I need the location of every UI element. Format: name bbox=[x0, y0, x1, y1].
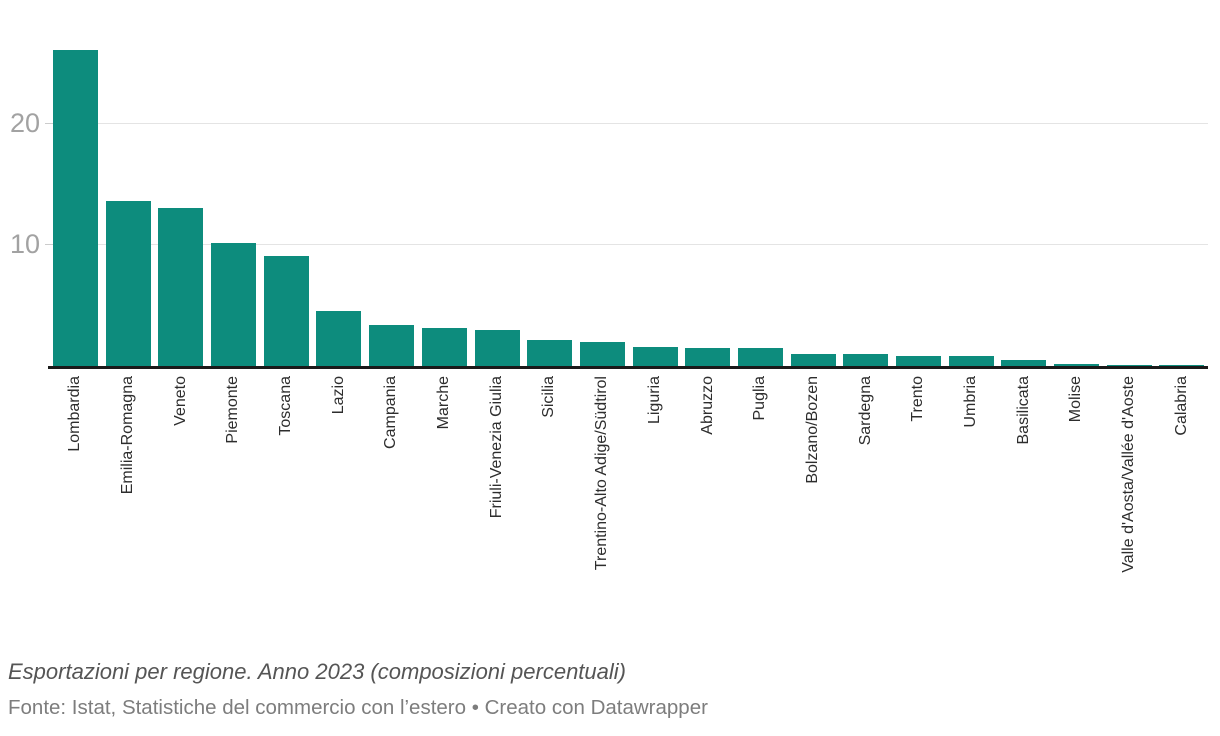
x-axis-label-cell: Campania bbox=[369, 376, 414, 573]
x-axis-line bbox=[48, 366, 1208, 369]
x-axis-label-cell: Emilia-Romagna bbox=[106, 376, 151, 573]
x-axis-label-cell: Molise bbox=[1054, 376, 1099, 573]
bar bbox=[263, 256, 309, 366]
x-axis-label-cell: Sicilia bbox=[527, 376, 572, 573]
bar bbox=[685, 347, 731, 366]
category-label: Sicilia bbox=[540, 376, 558, 418]
category-label: Trento bbox=[909, 376, 927, 422]
category-label: Emilia-Romagna bbox=[118, 376, 136, 495]
x-axis-label-cell: Calabria bbox=[1159, 376, 1204, 573]
bar bbox=[1159, 365, 1205, 366]
category-label: Sardegna bbox=[856, 376, 874, 446]
category-label: Toscana bbox=[277, 376, 295, 436]
category-label: Liguria bbox=[645, 376, 663, 425]
x-axis-label-cell: Trentino-Alto Adige/Südtirol bbox=[580, 376, 625, 573]
gridline bbox=[45, 122, 1208, 124]
bars-layer bbox=[53, 0, 1205, 366]
bar bbox=[1106, 364, 1152, 366]
category-label: Trentino-Alto Adige/Südtirol bbox=[593, 376, 611, 571]
bar bbox=[632, 346, 678, 366]
x-axis-label-cell: Valle d'Aosta/Vallée d'Aoste bbox=[1107, 376, 1152, 573]
category-label: Veneto bbox=[171, 376, 189, 426]
category-label: Abruzzo bbox=[698, 376, 716, 435]
chart-source: Fonte: Istat, Statistiche del commercio … bbox=[8, 696, 708, 719]
gridline bbox=[45, 244, 1208, 246]
x-axis-label-cell: Umbria bbox=[949, 376, 994, 573]
category-label: Basilicata bbox=[1014, 376, 1032, 445]
x-axis-label-cell: Piemonte bbox=[211, 376, 256, 573]
category-label: Campania bbox=[382, 376, 400, 449]
category-label: Lombardia bbox=[66, 376, 84, 452]
bar bbox=[527, 340, 573, 366]
category-label: Marche bbox=[435, 376, 453, 430]
category-label: Piemonte bbox=[224, 376, 242, 444]
bar bbox=[579, 341, 625, 366]
x-axis-label-cell: Liguria bbox=[633, 376, 678, 573]
x-axis-label-cell: Abruzzo bbox=[685, 376, 730, 573]
bar bbox=[1054, 363, 1100, 366]
y-axis-tick-label: 20 bbox=[9, 107, 40, 138]
bar bbox=[53, 49, 98, 366]
x-axis-labels: Lombardia Emilia-Romagna Veneto Piemonte Tos… bbox=[53, 376, 1204, 573]
category-label: Valle d'Aosta/Vallée d'Aoste bbox=[1120, 376, 1138, 573]
x-axis-label-cell: Sardegna bbox=[843, 376, 888, 573]
x-axis-label-cell: Veneto bbox=[158, 376, 203, 573]
x-axis-label-cell: Puglia bbox=[738, 376, 783, 573]
chart-title: Esportazioni per regione. Anno 2023 (com… bbox=[8, 659, 626, 684]
category-label: Umbria bbox=[961, 376, 979, 428]
category-label: Friuli-Venezia Giulia bbox=[487, 376, 505, 519]
y-axis-tick-mark bbox=[45, 122, 54, 124]
bar bbox=[421, 328, 467, 366]
bar bbox=[790, 353, 836, 366]
bar bbox=[105, 200, 151, 366]
x-axis-label-cell: Friuli-Venezia Giulia bbox=[475, 376, 520, 573]
category-label: Puglia bbox=[751, 376, 769, 421]
bar bbox=[316, 311, 362, 366]
bar bbox=[474, 329, 520, 366]
bar bbox=[896, 356, 941, 366]
category-label: Calabria bbox=[1172, 376, 1190, 436]
bar bbox=[737, 347, 783, 366]
x-axis-label-cell: Lazio bbox=[316, 376, 361, 573]
bar bbox=[1001, 359, 1047, 366]
y-axis-tick-mark bbox=[45, 244, 54, 246]
bar bbox=[211, 243, 257, 366]
x-axis-label-cell: Toscana bbox=[264, 376, 309, 573]
bar bbox=[843, 353, 889, 366]
category-label: Molise bbox=[1067, 376, 1085, 423]
bar bbox=[158, 207, 204, 366]
bar bbox=[369, 324, 415, 366]
category-label: Lazio bbox=[329, 376, 347, 415]
y-axis-tick-label: 10 bbox=[9, 229, 40, 260]
bar bbox=[948, 356, 994, 366]
x-axis-label-cell: Lombardia bbox=[53, 376, 98, 573]
category-label: Bolzano/Bozen bbox=[803, 376, 821, 484]
x-axis-label-cell: Basilicata bbox=[1001, 376, 1046, 573]
x-axis-label-cell: Trento bbox=[896, 376, 941, 573]
x-axis-label-cell: Marche bbox=[422, 376, 467, 573]
x-axis-label-cell: Bolzano/Bozen bbox=[791, 376, 836, 573]
